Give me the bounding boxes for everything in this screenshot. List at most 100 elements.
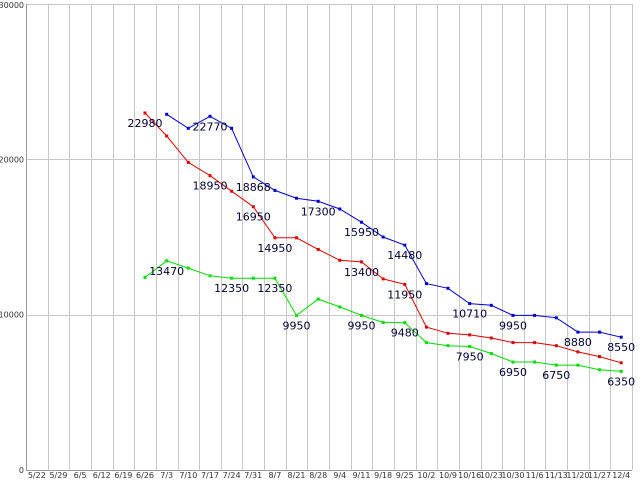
data-point bbox=[295, 196, 298, 200]
data-point bbox=[424, 341, 428, 345]
data-label: 12350 bbox=[257, 282, 292, 295]
data-point bbox=[511, 360, 515, 364]
data-point bbox=[554, 363, 558, 367]
x-tick-label: 6/26 bbox=[136, 471, 154, 480]
x-tick-label: 6/12 bbox=[93, 471, 111, 480]
data-label: 13400 bbox=[344, 266, 379, 279]
data-point bbox=[576, 350, 580, 354]
data-point bbox=[554, 316, 558, 320]
data-point bbox=[468, 333, 472, 337]
data-point bbox=[165, 112, 169, 116]
x-tick-label: 5/22 bbox=[28, 471, 46, 480]
data-label: 7950 bbox=[456, 351, 484, 364]
y-tick-label: 30000 bbox=[0, 1, 24, 10]
data-point bbox=[468, 345, 472, 348]
x-tick-label: 9/4 bbox=[333, 471, 346, 480]
data-point bbox=[403, 321, 407, 325]
data-point bbox=[381, 235, 385, 239]
data-point bbox=[511, 341, 515, 345]
data-point bbox=[424, 325, 428, 329]
x-tick-label: 9/25 bbox=[396, 471, 414, 480]
data-point bbox=[273, 276, 277, 280]
x-tick-label: 6/5 bbox=[74, 471, 87, 480]
data-point bbox=[186, 160, 190, 164]
x-tick-label: 8/28 bbox=[309, 471, 327, 480]
data-point bbox=[511, 313, 515, 317]
data-point bbox=[230, 276, 234, 280]
data-point bbox=[381, 320, 385, 324]
data-point bbox=[186, 266, 190, 270]
x-tick-label: 9/18 bbox=[374, 471, 392, 480]
data-point bbox=[230, 126, 234, 130]
data-point bbox=[273, 188, 277, 192]
data-point bbox=[619, 335, 623, 339]
data-label: 6950 bbox=[499, 366, 527, 379]
data-point bbox=[403, 282, 407, 286]
x-tick-label: 11/13 bbox=[545, 471, 568, 480]
data-point bbox=[598, 355, 601, 359]
data-point bbox=[273, 236, 277, 240]
data-point bbox=[533, 360, 537, 364]
x-tick-label: 6/19 bbox=[114, 471, 132, 480]
data-label: 22980 bbox=[128, 117, 163, 130]
y-tick-label: 10000 bbox=[0, 311, 24, 320]
data-label: 8550 bbox=[607, 341, 635, 354]
data-label: 11950 bbox=[387, 288, 422, 301]
x-tick-label: 11/20 bbox=[566, 471, 589, 480]
x-tick-label: 10/23 bbox=[480, 471, 503, 480]
data-label: 10710 bbox=[452, 308, 487, 321]
data-point bbox=[489, 303, 493, 307]
data-point bbox=[251, 205, 255, 209]
x-tick-label: 5/29 bbox=[49, 471, 67, 480]
data-point bbox=[598, 330, 601, 334]
x-tick-label: 7/10 bbox=[179, 471, 197, 480]
data-label: 15950 bbox=[344, 226, 379, 239]
x-tick-label: 7/17 bbox=[201, 471, 219, 480]
data-point bbox=[251, 276, 255, 280]
data-label: 9950 bbox=[348, 319, 376, 332]
data-label: 9950 bbox=[499, 319, 527, 332]
data-label: 16950 bbox=[236, 211, 271, 224]
data-point bbox=[381, 277, 385, 281]
data-label: 18950 bbox=[193, 180, 228, 193]
data-label: 18868 bbox=[236, 181, 271, 194]
data-point bbox=[446, 344, 450, 348]
data-point bbox=[316, 297, 320, 301]
data-point bbox=[143, 111, 147, 115]
data-point bbox=[619, 361, 623, 365]
data-point bbox=[576, 330, 580, 334]
data-point bbox=[230, 189, 234, 193]
data-point bbox=[165, 259, 169, 263]
data-point bbox=[489, 352, 493, 355]
data-point bbox=[295, 313, 298, 317]
data-point bbox=[360, 313, 363, 317]
data-point bbox=[489, 336, 493, 340]
data-point bbox=[338, 207, 342, 211]
data-label: 17300 bbox=[301, 205, 336, 218]
x-tick-label: 10/16 bbox=[458, 471, 481, 480]
data-label: 9480 bbox=[391, 327, 419, 340]
data-point bbox=[424, 282, 428, 286]
data-label: 6350 bbox=[607, 375, 635, 388]
data-point bbox=[295, 236, 298, 240]
x-tick-label: 7/24 bbox=[223, 471, 241, 480]
data-label: 6750 bbox=[542, 369, 570, 382]
data-point bbox=[338, 305, 342, 309]
data-point bbox=[576, 363, 580, 367]
x-tick-label: 10/2 bbox=[417, 471, 435, 480]
data-point bbox=[208, 274, 212, 278]
data-label: 22770 bbox=[193, 120, 228, 133]
data-point bbox=[338, 258, 342, 262]
x-tick-label: 11/27 bbox=[588, 471, 611, 480]
x-tick-label: 8/7 bbox=[268, 471, 281, 480]
data-label: 9950 bbox=[283, 319, 311, 332]
x-tick-label: 7/31 bbox=[244, 471, 262, 480]
data-point bbox=[468, 302, 472, 306]
y-tick-label: 20000 bbox=[0, 155, 24, 164]
data-point bbox=[251, 175, 255, 179]
data-point bbox=[533, 313, 537, 317]
data-point bbox=[403, 243, 407, 247]
data-point bbox=[186, 126, 190, 130]
data-point bbox=[533, 341, 537, 345]
